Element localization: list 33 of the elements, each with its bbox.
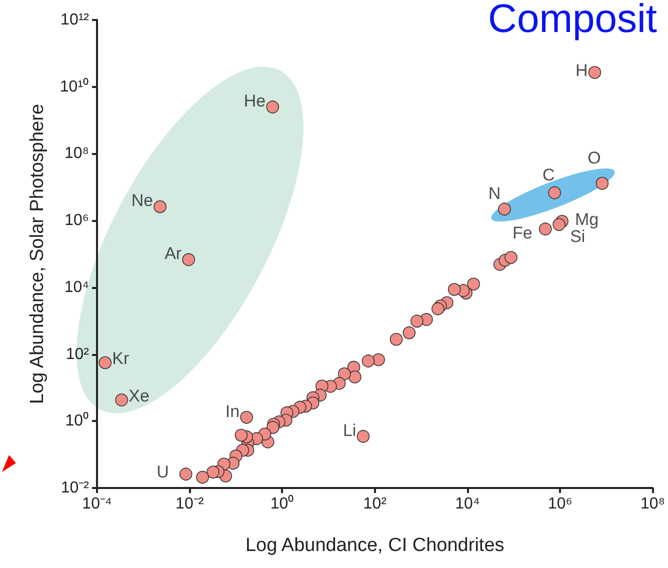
annotation: C	[542, 166, 555, 185]
y-tick-label: 10⁴	[64, 278, 90, 296]
annotation: U	[156, 462, 169, 482]
y-tick-label: 10⁶	[64, 212, 89, 230]
annotation: Ar	[164, 244, 182, 264]
annotation: Xe	[128, 386, 150, 406]
x-tick-label: 10⁻⁴	[82, 496, 112, 512]
y-tick-label: 10¹⁰	[60, 77, 89, 96]
annotation: O	[588, 148, 601, 168]
annotation: He	[244, 91, 266, 110]
annotation: Ne	[131, 191, 154, 210]
x-tick-label: 10⁻²	[176, 496, 204, 512]
y-tick-label: 10¹²	[60, 12, 90, 28]
y-tick-label: 10⁸	[64, 145, 89, 162]
y-tick-label: 10⁻²	[60, 480, 90, 496]
x-tick-label: 10²	[363, 496, 388, 512]
annotation: H	[575, 60, 588, 80]
annotation: Kr	[112, 349, 130, 368]
annotation: Fe	[512, 223, 532, 242]
x-tick-label: 10⁰	[270, 494, 294, 512]
x-axis-title: Log Abundance, CI Chondrites	[245, 535, 504, 556]
annotation: Li	[342, 420, 356, 440]
annotation: Si	[570, 227, 586, 246]
x-tick-label: 10⁶	[548, 496, 572, 512]
chart-title: Composit	[488, 0, 658, 41]
y-tick-label: 10²	[66, 346, 90, 363]
x-tick-label: 10⁴	[455, 496, 480, 512]
y-axis-title: Log Abundance, Solar Photosphere	[27, 104, 48, 404]
annotation: Mg	[575, 210, 599, 229]
y-tick-label: 10⁰	[65, 412, 89, 430]
x-tick-label: 10⁸	[640, 496, 665, 512]
annotation: In	[225, 402, 240, 421]
annotation: N	[488, 184, 501, 204]
